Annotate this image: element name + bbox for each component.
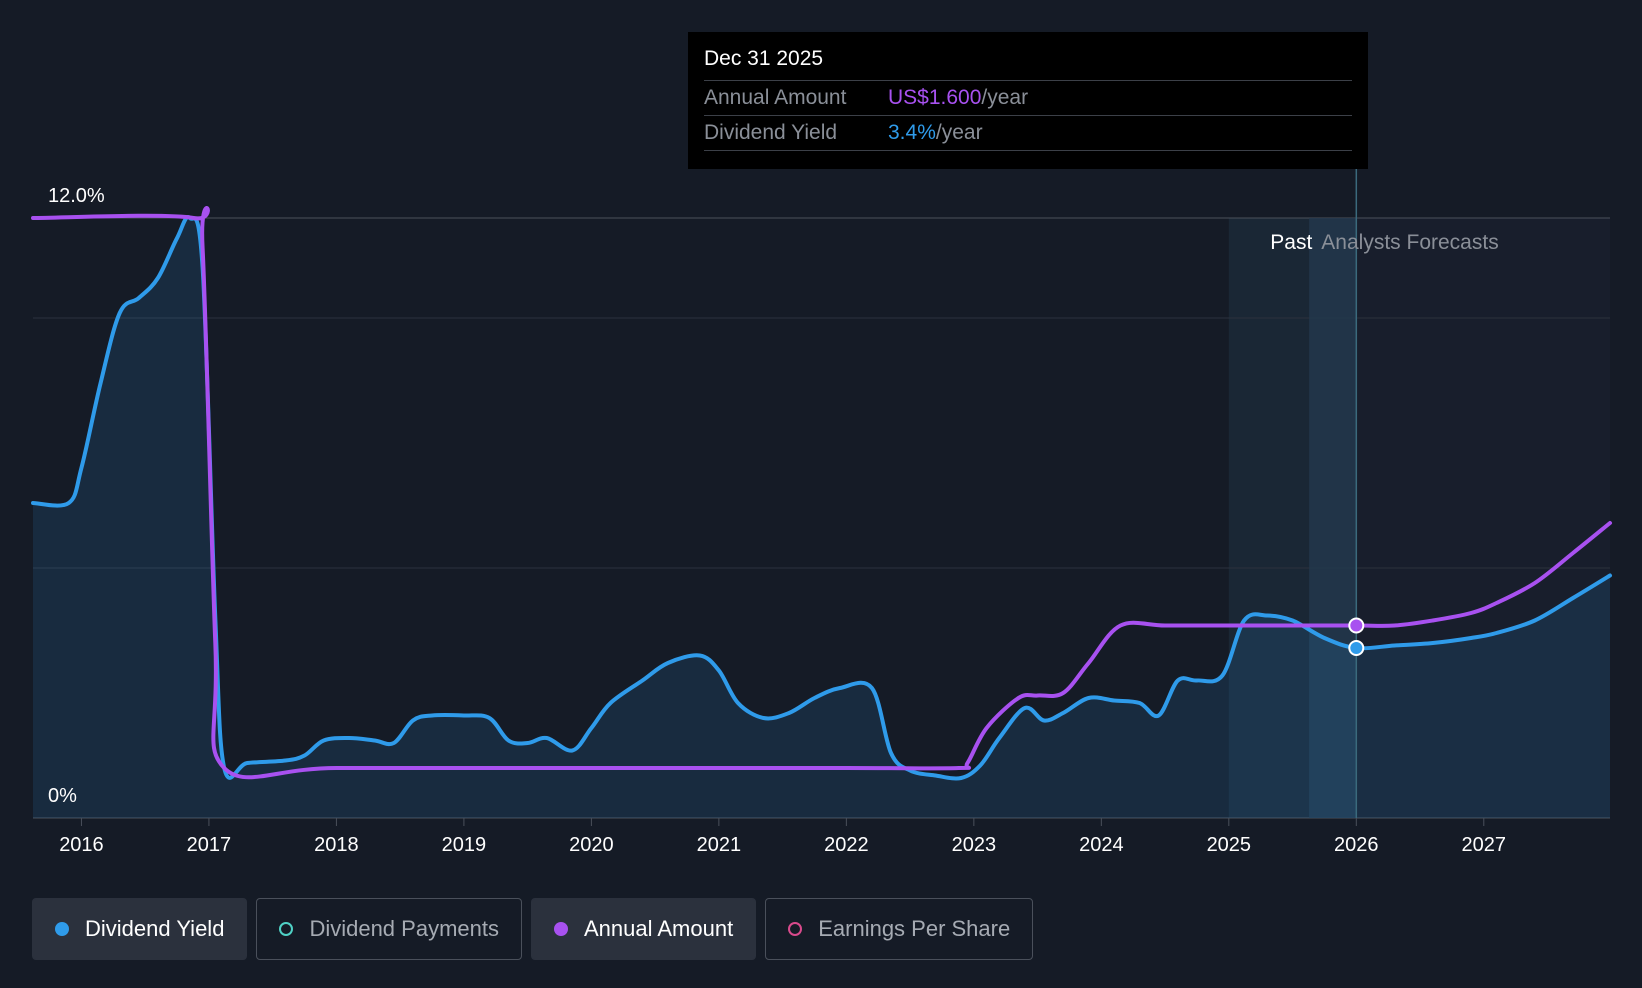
legend-ring-icon: [788, 922, 803, 936]
tooltip-label: Annual Amount: [704, 86, 847, 109]
legend: Dividend Yield Dividend Payments Annual …: [32, 898, 1034, 960]
x-tick-label: 2019: [442, 834, 487, 856]
tooltip-date: Dec 31 2025: [704, 47, 824, 70]
marker: [1348, 617, 1365, 634]
x-tick-label: 2016: [59, 834, 104, 856]
annual-amount-line: [31, 206, 1612, 780]
markers: [1348, 617, 1365, 656]
legend-label: Earnings Per Share: [818, 916, 1011, 941]
tooltip-unit: /year: [935, 121, 983, 144]
legend-annual-amount-button[interactable]: Annual Amount: [530, 898, 757, 960]
x-tick-label: 2023: [952, 834, 997, 856]
x-tick-label: 2018: [314, 834, 359, 856]
x-tick-label: 2025: [1207, 834, 1252, 856]
past-label: Past: [1270, 231, 1312, 254]
tooltip: Dec 31 2025 Annual Amount US$1.600 /year…: [688, 32, 1368, 169]
series-layer: [31, 206, 1612, 819]
legend-label: Dividend Yield: [85, 916, 225, 941]
legend-label: Annual Amount: [583, 916, 734, 941]
x-tick-label: 2027: [1462, 834, 1507, 856]
x-tick-label: 2022: [824, 834, 869, 856]
x-tick-label: 2017: [187, 834, 232, 856]
x-tick-label: 2020: [569, 834, 614, 856]
tooltip-row-dividend-yield: Dividend Yield 3.4% /year: [704, 115, 1352, 151]
highlight-band: [1309, 218, 1357, 818]
tooltip-value: US$1.600: [888, 86, 982, 109]
y-axis-labels: 12.0% 0%: [48, 185, 105, 807]
legend-label: Dividend Payments: [309, 916, 499, 941]
legend-ring-icon: [279, 922, 294, 936]
x-tick-label: 2021: [697, 834, 742, 856]
x-tick-label: 2026: [1334, 834, 1379, 856]
legend-dividend-payments-button[interactable]: Dividend Payments: [256, 898, 522, 960]
region-labels: Past Analysts Forecasts: [1270, 231, 1498, 254]
legend-dividend-yield-button[interactable]: Dividend Yield: [32, 898, 248, 960]
y-tick-label: 0%: [48, 785, 77, 807]
dividend-yield-area: [33, 217, 1610, 819]
x-axis: 2016 2017 2018 2019 2020 2021 2022 2023 2024 2025…: [59, 818, 1506, 856]
y-tick-label: 12.0%: [48, 185, 105, 207]
tooltip-unit: /year: [981, 86, 1029, 109]
legend-earnings-per-share-button[interactable]: Earnings Per Share: [765, 898, 1034, 960]
analysts-forecasts-label: Analysts Forecasts: [1321, 231, 1498, 254]
legend-dot-icon: [55, 922, 69, 936]
x-tick-label: 2024: [1079, 834, 1124, 856]
tooltip-label: Dividend Yield: [704, 121, 838, 144]
tooltip-value: 3.4%: [888, 121, 936, 144]
marker: [1348, 640, 1365, 656]
legend-dot-icon: [553, 922, 568, 936]
tooltip-row-annual-amount: Annual Amount US$1.600 /year: [704, 80, 1352, 115]
